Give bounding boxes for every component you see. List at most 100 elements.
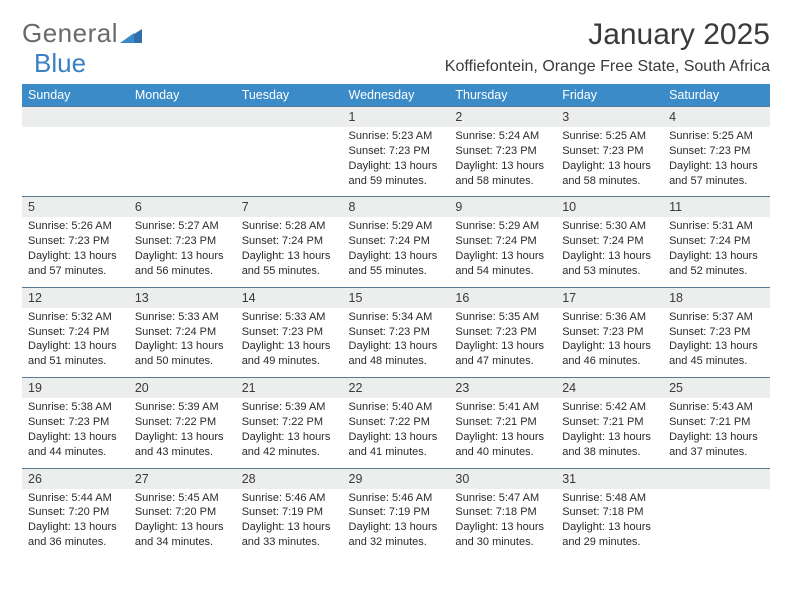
day-body-cell: Sunrise: 5:44 AMSunset: 7:20 PMDaylight:… [22,489,129,558]
sunset-line: Sunset: 7:22 PM [242,415,337,430]
sunrise-line: Sunrise: 5:45 AM [135,491,230,506]
day-number-cell: 4 [663,107,770,128]
sunrise-line: Sunrise: 5:35 AM [455,310,550,325]
weekday-header: Wednesday [343,84,450,107]
day-body-cell: Sunrise: 5:25 AMSunset: 7:23 PMDaylight:… [556,127,663,197]
sunset-line: Sunset: 7:21 PM [455,415,550,430]
sunset-line: Sunset: 7:20 PM [135,505,230,520]
day-body-cell: Sunrise: 5:47 AMSunset: 7:18 PMDaylight:… [449,489,556,558]
day-number-cell [22,107,129,128]
weekday-header: Monday [129,84,236,107]
sunset-line: Sunset: 7:23 PM [242,325,337,340]
sunset-line: Sunset: 7:23 PM [562,144,657,159]
daylight-line: Daylight: 13 hours and 40 minutes. [455,430,550,460]
day-number-cell: 7 [236,197,343,218]
sunrise-line: Sunrise: 5:43 AM [669,400,764,415]
sunrise-line: Sunrise: 5:32 AM [28,310,123,325]
day-body-cell: Sunrise: 5:40 AMSunset: 7:22 PMDaylight:… [343,398,450,468]
day-number-cell: 15 [343,287,450,308]
day-number-cell: 12 [22,287,129,308]
day-body-cell [22,127,129,197]
sunrise-line: Sunrise: 5:34 AM [349,310,444,325]
day-number-row: 262728293031 [22,468,770,489]
sunset-line: Sunset: 7:19 PM [242,505,337,520]
sunset-line: Sunset: 7:22 PM [349,415,444,430]
day-number-cell: 26 [22,468,129,489]
daylight-line: Daylight: 13 hours and 55 minutes. [242,249,337,279]
day-number-row: 12131415161718 [22,287,770,308]
brand-general: General [22,18,118,49]
sunset-line: Sunset: 7:23 PM [349,144,444,159]
sunrise-line: Sunrise: 5:31 AM [669,219,764,234]
day-body-cell: Sunrise: 5:34 AMSunset: 7:23 PMDaylight:… [343,308,450,378]
sunset-line: Sunset: 7:23 PM [349,325,444,340]
weekday-header: Thursday [449,84,556,107]
daylight-line: Daylight: 13 hours and 46 minutes. [562,339,657,369]
day-number-cell [129,107,236,128]
day-number-cell: 17 [556,287,663,308]
sunset-line: Sunset: 7:23 PM [28,415,123,430]
sunrise-line: Sunrise: 5:37 AM [669,310,764,325]
sunset-line: Sunset: 7:24 PM [135,325,230,340]
day-number-row: 19202122232425 [22,378,770,399]
day-body-cell: Sunrise: 5:27 AMSunset: 7:23 PMDaylight:… [129,217,236,287]
daylight-line: Daylight: 13 hours and 38 minutes. [562,430,657,460]
daylight-line: Daylight: 13 hours and 45 minutes. [669,339,764,369]
sunrise-line: Sunrise: 5:30 AM [562,219,657,234]
daylight-line: Daylight: 13 hours and 54 minutes. [455,249,550,279]
sunrise-line: Sunrise: 5:48 AM [562,491,657,506]
day-body-cell: Sunrise: 5:48 AMSunset: 7:18 PMDaylight:… [556,489,663,558]
day-number-cell: 25 [663,378,770,399]
day-body-cell: Sunrise: 5:26 AMSunset: 7:23 PMDaylight:… [22,217,129,287]
daylight-line: Daylight: 13 hours and 58 minutes. [455,159,550,189]
day-number-cell: 23 [449,378,556,399]
daylight-line: Daylight: 13 hours and 42 minutes. [242,430,337,460]
sunset-line: Sunset: 7:20 PM [28,505,123,520]
sunrise-line: Sunrise: 5:42 AM [562,400,657,415]
sunset-line: Sunset: 7:23 PM [669,144,764,159]
day-body-cell [663,489,770,558]
daylight-line: Daylight: 13 hours and 43 minutes. [135,430,230,460]
daylight-line: Daylight: 13 hours and 49 minutes. [242,339,337,369]
day-number-cell: 22 [343,378,450,399]
calendar-body: 1234 Sunrise: 5:23 AMSunset: 7:23 PMDayl… [22,107,770,558]
sunset-line: Sunset: 7:24 PM [669,234,764,249]
day-body-row: Sunrise: 5:38 AMSunset: 7:23 PMDaylight:… [22,398,770,468]
sunset-line: Sunset: 7:19 PM [349,505,444,520]
sunset-line: Sunset: 7:22 PM [135,415,230,430]
brand-blue: Blue [34,48,86,79]
sunrise-line: Sunrise: 5:44 AM [28,491,123,506]
sunrise-line: Sunrise: 5:40 AM [349,400,444,415]
sunset-line: Sunset: 7:21 PM [669,415,764,430]
sunset-line: Sunset: 7:23 PM [669,325,764,340]
day-body-cell: Sunrise: 5:25 AMSunset: 7:23 PMDaylight:… [663,127,770,197]
sunrise-line: Sunrise: 5:29 AM [349,219,444,234]
sunset-line: Sunset: 7:23 PM [28,234,123,249]
sunrise-line: Sunrise: 5:33 AM [135,310,230,325]
day-body-cell: Sunrise: 5:46 AMSunset: 7:19 PMDaylight:… [343,489,450,558]
location-subtitle: Koffiefontein, Orange Free State, South … [445,58,770,76]
daylight-line: Daylight: 13 hours and 59 minutes. [349,159,444,189]
calendar-page: General January 2025 Koffiefontein, Oran… [0,0,792,576]
day-number-cell: 29 [343,468,450,489]
sunset-line: Sunset: 7:23 PM [135,234,230,249]
day-body-cell: Sunrise: 5:31 AMSunset: 7:24 PMDaylight:… [663,217,770,287]
daylight-line: Daylight: 13 hours and 56 minutes. [135,249,230,279]
day-number-cell [663,468,770,489]
sunrise-line: Sunrise: 5:39 AM [135,400,230,415]
day-number-cell: 31 [556,468,663,489]
day-number-cell: 14 [236,287,343,308]
sunrise-line: Sunrise: 5:24 AM [455,129,550,144]
day-number-cell: 16 [449,287,556,308]
day-body-cell: Sunrise: 5:38 AMSunset: 7:23 PMDaylight:… [22,398,129,468]
sunrise-line: Sunrise: 5:27 AM [135,219,230,234]
daylight-line: Daylight: 13 hours and 53 minutes. [562,249,657,279]
day-number-cell: 30 [449,468,556,489]
day-body-cell: Sunrise: 5:39 AMSunset: 7:22 PMDaylight:… [236,398,343,468]
day-number-row: 567891011 [22,197,770,218]
day-number-cell: 8 [343,197,450,218]
day-number-cell: 1 [343,107,450,128]
day-number-row: 1234 [22,107,770,128]
day-body-cell [129,127,236,197]
calendar-table: Sunday Monday Tuesday Wednesday Thursday… [22,84,770,558]
